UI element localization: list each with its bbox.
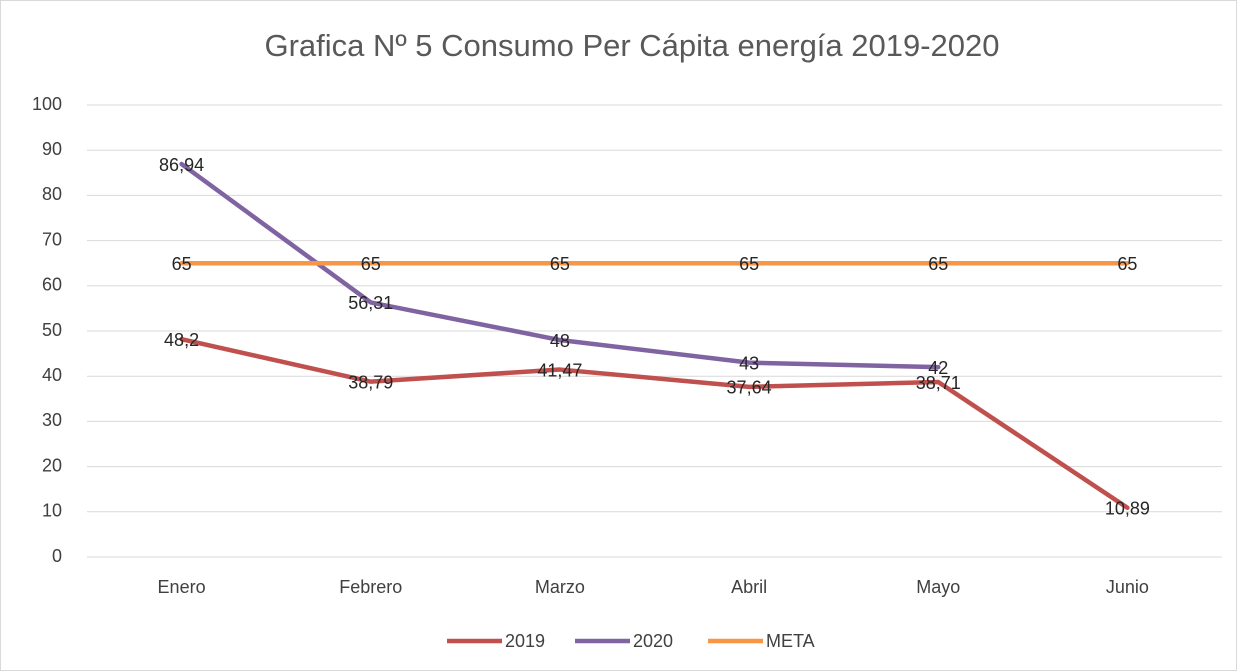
series-line bbox=[179, 336, 1130, 511]
x-tick-label: Junio bbox=[1106, 577, 1149, 597]
y-tick-label: 90 bbox=[42, 139, 62, 159]
data-label: 86,94 bbox=[159, 155, 204, 175]
legend-label: META bbox=[766, 631, 815, 651]
y-tick-label: 50 bbox=[42, 320, 62, 340]
data-label: 38,79 bbox=[348, 372, 393, 392]
y-tick-label: 10 bbox=[42, 501, 62, 521]
data-label: 65 bbox=[361, 254, 381, 274]
data-label: 65 bbox=[928, 254, 948, 274]
x-tick-label: Abril bbox=[731, 577, 767, 597]
data-label: 65 bbox=[739, 254, 759, 274]
data-label: 42 bbox=[928, 358, 948, 378]
y-tick-label: 40 bbox=[42, 365, 62, 385]
chart-title: Grafica Nº 5 Consumo Per Cápita energía … bbox=[264, 28, 999, 63]
series-line bbox=[179, 161, 941, 370]
y-tick-label: 30 bbox=[42, 410, 62, 430]
x-tick-label: Mayo bbox=[916, 577, 960, 597]
x-tick-label: Enero bbox=[158, 577, 206, 597]
x-tick-label: Febrero bbox=[339, 577, 402, 597]
data-label: 65 bbox=[1117, 254, 1137, 274]
data-label: 41,47 bbox=[537, 360, 582, 380]
y-tick-label: 0 bbox=[52, 546, 62, 566]
data-label: 65 bbox=[550, 254, 570, 274]
data-label: 10,89 bbox=[1105, 499, 1150, 519]
y-tick-label: 70 bbox=[42, 229, 62, 249]
data-label: 43 bbox=[739, 353, 759, 373]
data-label: 65 bbox=[172, 254, 192, 274]
y-tick-label: 60 bbox=[42, 275, 62, 295]
y-tick-label: 20 bbox=[42, 455, 62, 475]
y-tick-label: 80 bbox=[42, 184, 62, 204]
x-tick-label: Marzo bbox=[535, 577, 585, 597]
data-label: 48,2 bbox=[164, 330, 199, 350]
data-label: 48 bbox=[550, 331, 570, 351]
data-label: 38,71 bbox=[916, 373, 961, 393]
legend-label: 2020 bbox=[633, 631, 673, 651]
legend-label: 2019 bbox=[505, 631, 545, 651]
data-label: 37,64 bbox=[727, 378, 772, 398]
data-label: 56,31 bbox=[348, 293, 393, 313]
y-tick-label: 100 bbox=[32, 94, 62, 114]
